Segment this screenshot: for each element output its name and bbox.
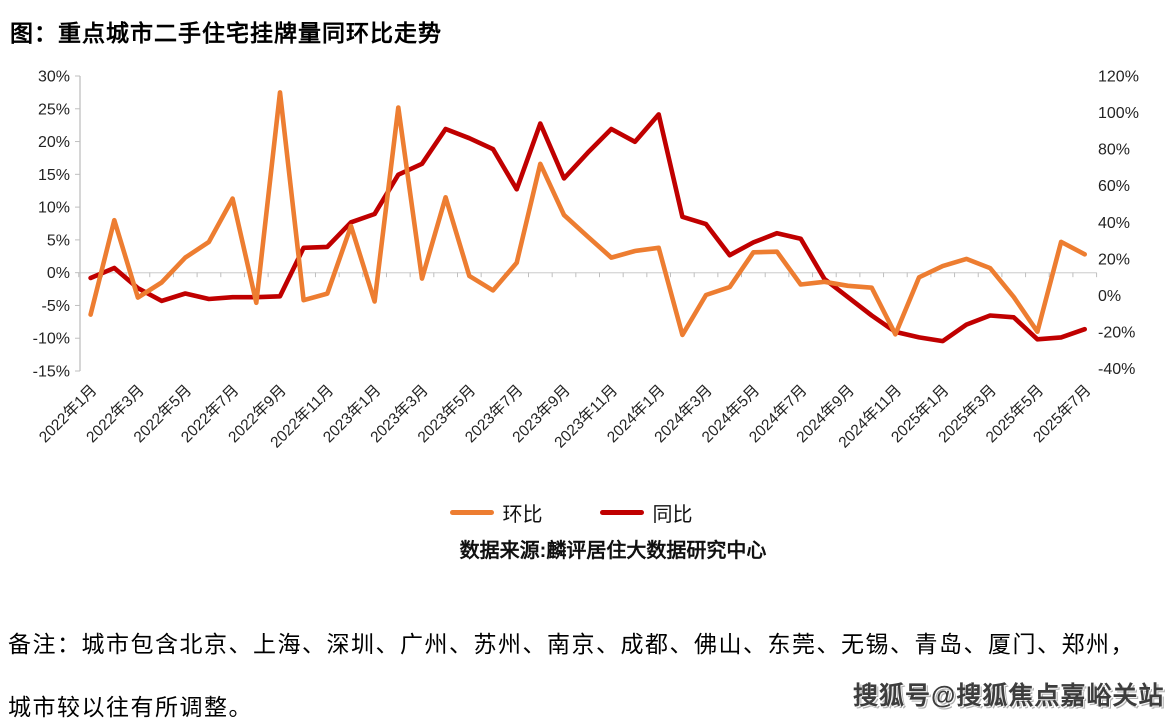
- chart-legend: 环比 同比: [0, 498, 1158, 527]
- svg-text:60%: 60%: [1098, 178, 1130, 195]
- legend-item-tongbi: 同比: [599, 498, 693, 527]
- huanbi-legend-label: 环比: [502, 504, 543, 526]
- svg-text:10%: 10%: [38, 200, 70, 217]
- data-source-note: 数据来源:麟评居住大数据研究中心: [459, 540, 767, 562]
- svg-text:100%: 100%: [1098, 105, 1139, 122]
- chart-title: 图：重点城市二手住宅挂牌量同环比走势: [10, 20, 442, 46]
- tongbi-legend-label: 同比: [652, 504, 693, 526]
- svg-text:25%: 25%: [38, 101, 70, 118]
- svg-text:-40%: -40%: [1098, 361, 1135, 378]
- svg-text:15%: 15%: [38, 167, 70, 184]
- watermark: 搜狐号@搜狐焦点嘉峪关站: [853, 682, 1165, 710]
- svg-text:0%: 0%: [1098, 288, 1121, 305]
- svg-text:-10%: -10%: [33, 331, 70, 348]
- footnote-line2: 城市较以往有所调整。: [8, 695, 253, 720]
- svg-text:40%: 40%: [1098, 215, 1130, 232]
- svg-text:80%: 80%: [1098, 142, 1130, 159]
- footnote-line1: 备注：城市包含北京、上海、深圳、广州、苏州、南京、成都、佛山、东莞、无锡、青岛、…: [8, 632, 1135, 657]
- svg-text:5%: 5%: [47, 232, 70, 249]
- svg-text:120%: 120%: [1098, 69, 1139, 86]
- tongbi-line-swatch: [599, 510, 644, 515]
- svg-text:-20%: -20%: [1098, 324, 1135, 341]
- svg-text:-5%: -5%: [42, 298, 70, 315]
- legend-item-huanbi: 环比: [449, 498, 543, 527]
- svg-text:20%: 20%: [38, 134, 70, 151]
- chart-svg: 30% 25% 20% 15% 10% 5% 0% -5% -10% -15% 120% 100% 80…: [33, 69, 1139, 452]
- huanbi-line-swatch: [449, 510, 494, 515]
- svg-text:20%: 20%: [1098, 251, 1130, 268]
- svg-text:0%: 0%: [47, 265, 70, 282]
- svg-text:30%: 30%: [38, 69, 70, 86]
- svg-text:-15%: -15%: [33, 364, 70, 381]
